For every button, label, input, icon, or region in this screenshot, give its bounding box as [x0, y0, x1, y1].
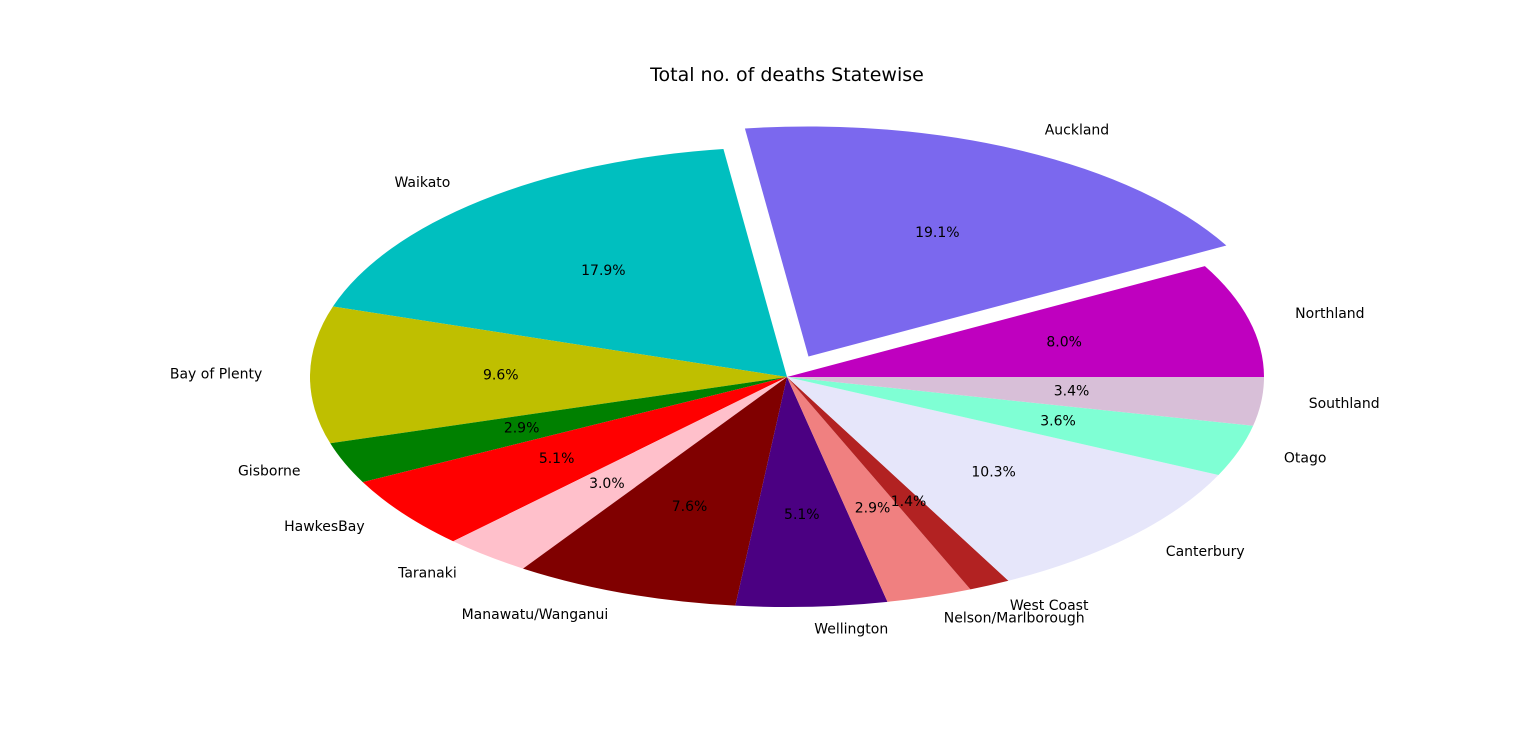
pie-slice-southland: [787, 377, 1264, 426]
slice-label-west-coast: West Coast: [1010, 598, 1089, 614]
pie-slice-otago: [787, 377, 1254, 476]
slice-label-canterbury: Canterbury: [1166, 544, 1245, 560]
pie-slice-taranaki: [453, 377, 787, 569]
slice-label-manawatu-wanganui: Manawatu/Wanganui: [462, 607, 609, 623]
slice-percent-nelson-marlborough: 2.9%: [855, 501, 891, 517]
slice-percent-otago: 3.6%: [1040, 413, 1076, 429]
pie-slice-hawkesbay: [362, 377, 787, 542]
pie-slice-northland: [787, 266, 1264, 377]
pie-slice-gisborne: [330, 377, 787, 483]
slice-labels: Northland Auckland Waikato Bay of Plenty Gis…: [170, 123, 1380, 638]
slice-label-auckland: Auckland: [1045, 123, 1109, 139]
slice-label-bay-of-plenty: Bay of Plenty: [170, 367, 262, 383]
slice-label-hawkesbay: HawkesBay: [284, 519, 365, 535]
slice-label-wellington: Wellington: [814, 622, 888, 638]
pie-slice-west-coast: [787, 377, 1009, 590]
pie-slice-nelson-marlborough: [787, 377, 971, 602]
slice-label-nelson-marlborough: Nelson/Marlborough: [944, 610, 1085, 626]
pie-slice-waikato: [332, 149, 787, 377]
pie-slice-manawatu-wanganui: [523, 377, 787, 606]
slice-label-waikato: Waikato: [394, 175, 450, 191]
slice-label-northland: Northland: [1295, 306, 1364, 322]
slice-percent-labels: 8.0% 19.1% 17.9% 9.6% 2.9% 5.1% 3.0% 7.6% 5.1% 2.…: [483, 225, 1089, 523]
slice-percent-taranaki: 3.0%: [589, 476, 625, 492]
slice-percent-wellington: 5.1%: [784, 507, 820, 523]
slice-percent-canterbury: 10.3%: [971, 464, 1015, 480]
slice-percent-waikato: 17.9%: [581, 263, 625, 279]
slice-percent-southland: 3.4%: [1054, 384, 1090, 400]
chart-title: Total no. of deaths Statewise: [649, 64, 924, 86]
slice-percent-northland: 8.0%: [1046, 335, 1082, 351]
pie-slice-canterbury: [787, 377, 1219, 581]
slice-label-taranaki: Taranaki: [397, 566, 457, 582]
slice-label-otago: Otago: [1284, 450, 1327, 466]
pie-slices: [309, 126, 1264, 608]
slice-percent-bay-of-plenty: 9.6%: [483, 368, 519, 384]
slice-percent-gisborne: 2.9%: [504, 421, 540, 437]
slice-percent-hawkesbay: 5.1%: [539, 451, 575, 467]
slice-percent-auckland: 19.1%: [915, 225, 959, 241]
pie-slice-bay-of-plenty: [309, 306, 787, 444]
slice-label-gisborne: Gisborne: [238, 464, 300, 480]
slice-percent-manawatu-wanganui: 7.6%: [672, 499, 708, 515]
slice-percent-west-coast: 1.4%: [891, 494, 927, 510]
slice-label-southland: Southland: [1309, 396, 1380, 412]
pie-slice-wellington: [735, 377, 888, 608]
pie-slice-auckland: [744, 126, 1227, 357]
